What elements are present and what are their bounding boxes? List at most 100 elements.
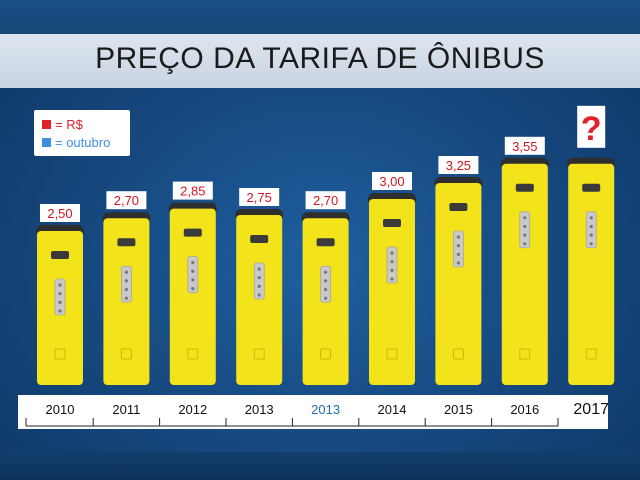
bus-bar-2015 <box>434 177 483 385</box>
value-label-box <box>239 188 280 206</box>
bus-display <box>51 251 69 259</box>
year-label-2015: 2015 <box>444 402 473 417</box>
value-label-box <box>106 191 147 210</box>
bus-light-strip <box>519 211 531 249</box>
bus-display <box>449 203 468 211</box>
bus-display <box>515 183 534 192</box>
bus-display <box>582 183 601 192</box>
bus-light <box>390 277 394 281</box>
bus-display <box>117 238 136 247</box>
value-label-box <box>438 156 479 174</box>
bus-light <box>523 224 527 229</box>
title-bar <box>0 34 640 88</box>
year-label-2010: 2010 <box>46 402 75 417</box>
year-label-2017: 2017 <box>573 401 609 418</box>
value-label-box <box>172 181 213 200</box>
legend-item-currency: = R$ <box>42 116 83 132</box>
value-label-2015: 3,25 <box>446 158 471 173</box>
bus-light <box>324 279 328 283</box>
bus-light <box>257 284 261 288</box>
header-strip <box>0 0 640 34</box>
bus-display <box>250 235 269 243</box>
bus-body <box>435 183 482 385</box>
value-label-2014: 3,00 <box>379 174 404 189</box>
bus-light <box>523 233 527 237</box>
legend-label-currency: = R$ <box>55 116 83 132</box>
value-label-2012: 2,85 <box>180 184 205 199</box>
bus-light-strip <box>121 265 132 303</box>
bus-light <box>191 278 195 282</box>
bus-plate <box>452 348 464 360</box>
bus-light <box>589 216 593 220</box>
bus-light <box>191 287 195 291</box>
bus-light <box>124 279 128 283</box>
bus-light <box>191 269 195 273</box>
bus-body <box>169 208 216 385</box>
bus-light <box>456 235 460 239</box>
year-label-2016: 2016 <box>510 402 539 417</box>
bus-bar-2013-october <box>301 212 350 385</box>
value-label-2010: 2,50 <box>47 206 72 221</box>
value-label-2013: 2,75 <box>247 190 272 205</box>
legend-swatch-red <box>42 119 51 129</box>
bus-plate <box>120 348 132 360</box>
bus-body <box>568 163 615 385</box>
bus-light <box>456 252 460 256</box>
bus-plate <box>386 348 398 360</box>
bus-plate <box>519 348 531 360</box>
bus-light <box>58 292 62 296</box>
value-label-2013: 2,70 <box>313 193 338 208</box>
bus-light <box>523 242 527 246</box>
value-label-2016: 3,55 <box>512 139 537 154</box>
bus-light <box>324 287 328 292</box>
unknown-value-box <box>577 105 606 148</box>
bus-light <box>257 293 261 297</box>
bus-body <box>236 215 283 385</box>
bus-display <box>316 238 335 247</box>
legend-swatch-blue <box>42 137 51 147</box>
legend-item-october: = outubro <box>42 134 110 150</box>
value-label-2011: 2,70 <box>114 193 139 208</box>
year-label-2013-october: 2013 <box>311 402 340 417</box>
bus-bar-2016 <box>500 157 549 385</box>
bus-display <box>383 219 401 227</box>
bus-light <box>191 261 195 265</box>
value-label-box <box>305 191 346 210</box>
bus-light-strip <box>453 230 464 268</box>
value-label-box <box>372 172 412 190</box>
bus-light <box>257 276 261 280</box>
bus-light <box>523 216 527 220</box>
bus-bar-2010 <box>36 225 84 385</box>
bus-plate <box>585 348 597 360</box>
bus-light <box>58 300 62 304</box>
bus-light-strip <box>54 278 66 316</box>
bus-display <box>183 228 202 237</box>
bus-light <box>58 309 62 313</box>
year-label-2011: 2011 <box>112 402 140 417</box>
year-label-2012: 2012 <box>178 402 207 417</box>
bus-light-strip <box>253 262 265 300</box>
bus-bar-2012 <box>168 202 217 385</box>
value-label-box <box>504 136 545 155</box>
bus-light-strip <box>187 256 199 293</box>
bus-light <box>390 268 394 272</box>
bus-plate <box>320 348 332 360</box>
footer-strip <box>0 452 640 480</box>
bus-light-strip <box>320 265 331 303</box>
bus-light <box>390 260 394 264</box>
legend: = R$ = outubro <box>34 110 130 156</box>
bus-light <box>589 242 593 246</box>
bus-light-strip <box>585 211 597 249</box>
bus-plate <box>187 348 199 360</box>
bus-light <box>324 270 328 274</box>
bus-light <box>390 251 394 255</box>
bus-light <box>456 261 460 265</box>
bus-plate <box>253 348 265 360</box>
bus-bar-2017 <box>567 157 616 385</box>
chart-title: PREÇO DA TARIFA DE ÔNIBUS <box>95 42 545 75</box>
x-axis-strip <box>18 395 608 429</box>
bus-light <box>58 283 62 287</box>
bus-light <box>124 296 128 300</box>
bus-light <box>124 270 128 274</box>
